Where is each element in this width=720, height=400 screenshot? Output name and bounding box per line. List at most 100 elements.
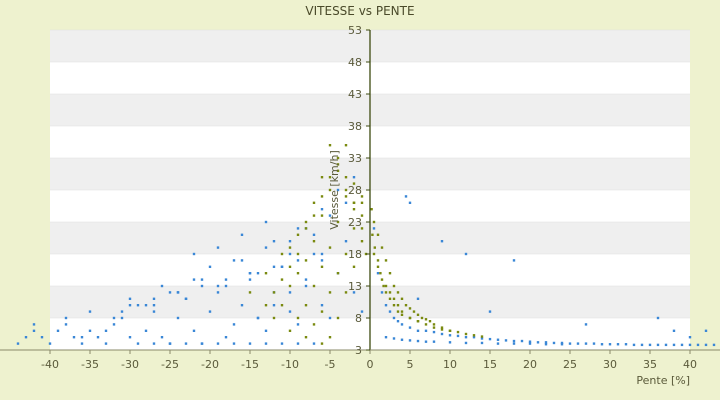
data-point bbox=[256, 316, 260, 320]
x-tick-label: -20 bbox=[201, 358, 219, 371]
data-point bbox=[379, 272, 382, 275]
data-point bbox=[680, 343, 684, 347]
data-point bbox=[280, 304, 284, 307]
data-point bbox=[488, 310, 492, 313]
data-point bbox=[312, 252, 316, 256]
data-point bbox=[412, 310, 416, 313]
data-point bbox=[536, 341, 540, 344]
data-point bbox=[440, 332, 444, 336]
data-point bbox=[336, 156, 340, 160]
data-point bbox=[464, 252, 468, 256]
data-point bbox=[360, 240, 364, 243]
data-point bbox=[496, 342, 500, 345]
data-point bbox=[288, 265, 292, 268]
data-point bbox=[96, 336, 100, 339]
data-point bbox=[328, 316, 332, 320]
x-tick-label: 15 bbox=[483, 358, 497, 371]
data-point bbox=[152, 342, 156, 345]
data-point bbox=[232, 342, 236, 345]
data-point bbox=[296, 252, 300, 256]
data-point bbox=[248, 278, 252, 281]
data-point bbox=[336, 272, 340, 275]
data-point bbox=[360, 195, 364, 198]
data-point bbox=[136, 342, 140, 345]
x-tick-label: 5 bbox=[407, 358, 414, 371]
data-point bbox=[192, 252, 196, 256]
data-point bbox=[16, 342, 20, 345]
data-point bbox=[432, 340, 436, 343]
data-point bbox=[240, 304, 244, 307]
data-point bbox=[288, 284, 292, 288]
data-point bbox=[352, 201, 356, 204]
data-point bbox=[328, 176, 332, 179]
data-point bbox=[380, 246, 384, 249]
data-point bbox=[344, 144, 348, 147]
data-point bbox=[320, 265, 324, 268]
y-tick-label: 18 bbox=[348, 248, 362, 261]
data-point bbox=[416, 297, 420, 300]
data-point bbox=[232, 323, 236, 326]
data-point bbox=[704, 343, 708, 347]
data-point bbox=[320, 214, 324, 217]
data-point bbox=[632, 343, 636, 347]
data-point bbox=[360, 227, 364, 230]
y-tick-label: 8 bbox=[355, 312, 362, 325]
data-point bbox=[392, 337, 396, 340]
data-point bbox=[320, 342, 324, 345]
data-point bbox=[336, 188, 340, 192]
data-point bbox=[376, 265, 380, 268]
data-point bbox=[648, 343, 652, 347]
data-point bbox=[384, 291, 388, 294]
data-point bbox=[296, 323, 300, 326]
data-point bbox=[416, 313, 420, 316]
data-point bbox=[80, 342, 84, 345]
data-point bbox=[320, 252, 324, 256]
data-point bbox=[400, 338, 404, 341]
data-point bbox=[496, 338, 500, 341]
data-point bbox=[224, 284, 228, 288]
data-point bbox=[408, 307, 412, 310]
data-point bbox=[480, 335, 484, 338]
data-point bbox=[404, 304, 408, 307]
data-point bbox=[280, 278, 284, 281]
data-point bbox=[448, 341, 452, 344]
data-point bbox=[373, 246, 376, 249]
data-point bbox=[624, 343, 628, 346]
data-point bbox=[376, 272, 380, 275]
data-point bbox=[488, 337, 492, 341]
data-point bbox=[392, 304, 396, 307]
data-point bbox=[328, 336, 332, 339]
data-point bbox=[328, 246, 332, 249]
data-point bbox=[448, 334, 452, 337]
data-point bbox=[704, 329, 708, 332]
data-point bbox=[296, 227, 300, 230]
data-point bbox=[400, 297, 404, 300]
data-point bbox=[288, 329, 292, 332]
data-point bbox=[408, 326, 412, 329]
data-point bbox=[396, 320, 400, 323]
x-axis-label: Pente [%] bbox=[636, 374, 690, 387]
y-tick-label: 13 bbox=[348, 280, 362, 293]
data-point bbox=[304, 278, 308, 281]
data-point bbox=[352, 265, 356, 268]
data-point bbox=[200, 284, 204, 288]
data-point bbox=[136, 304, 140, 307]
data-point bbox=[416, 339, 420, 343]
y-axis-label: Vitesse [km/h] bbox=[328, 150, 341, 230]
data-point bbox=[382, 284, 385, 288]
data-point bbox=[664, 343, 668, 347]
y-tick-label: 48 bbox=[348, 56, 362, 69]
data-point bbox=[240, 259, 244, 262]
data-point bbox=[512, 342, 516, 345]
data-point bbox=[600, 343, 604, 346]
data-point bbox=[384, 336, 388, 339]
data-point bbox=[152, 310, 156, 313]
data-point bbox=[672, 343, 676, 347]
data-point bbox=[200, 278, 204, 281]
data-point bbox=[288, 291, 292, 294]
data-point bbox=[272, 265, 276, 268]
data-point bbox=[512, 339, 516, 343]
x-tick-label: 35 bbox=[643, 358, 657, 371]
data-point bbox=[384, 304, 388, 307]
